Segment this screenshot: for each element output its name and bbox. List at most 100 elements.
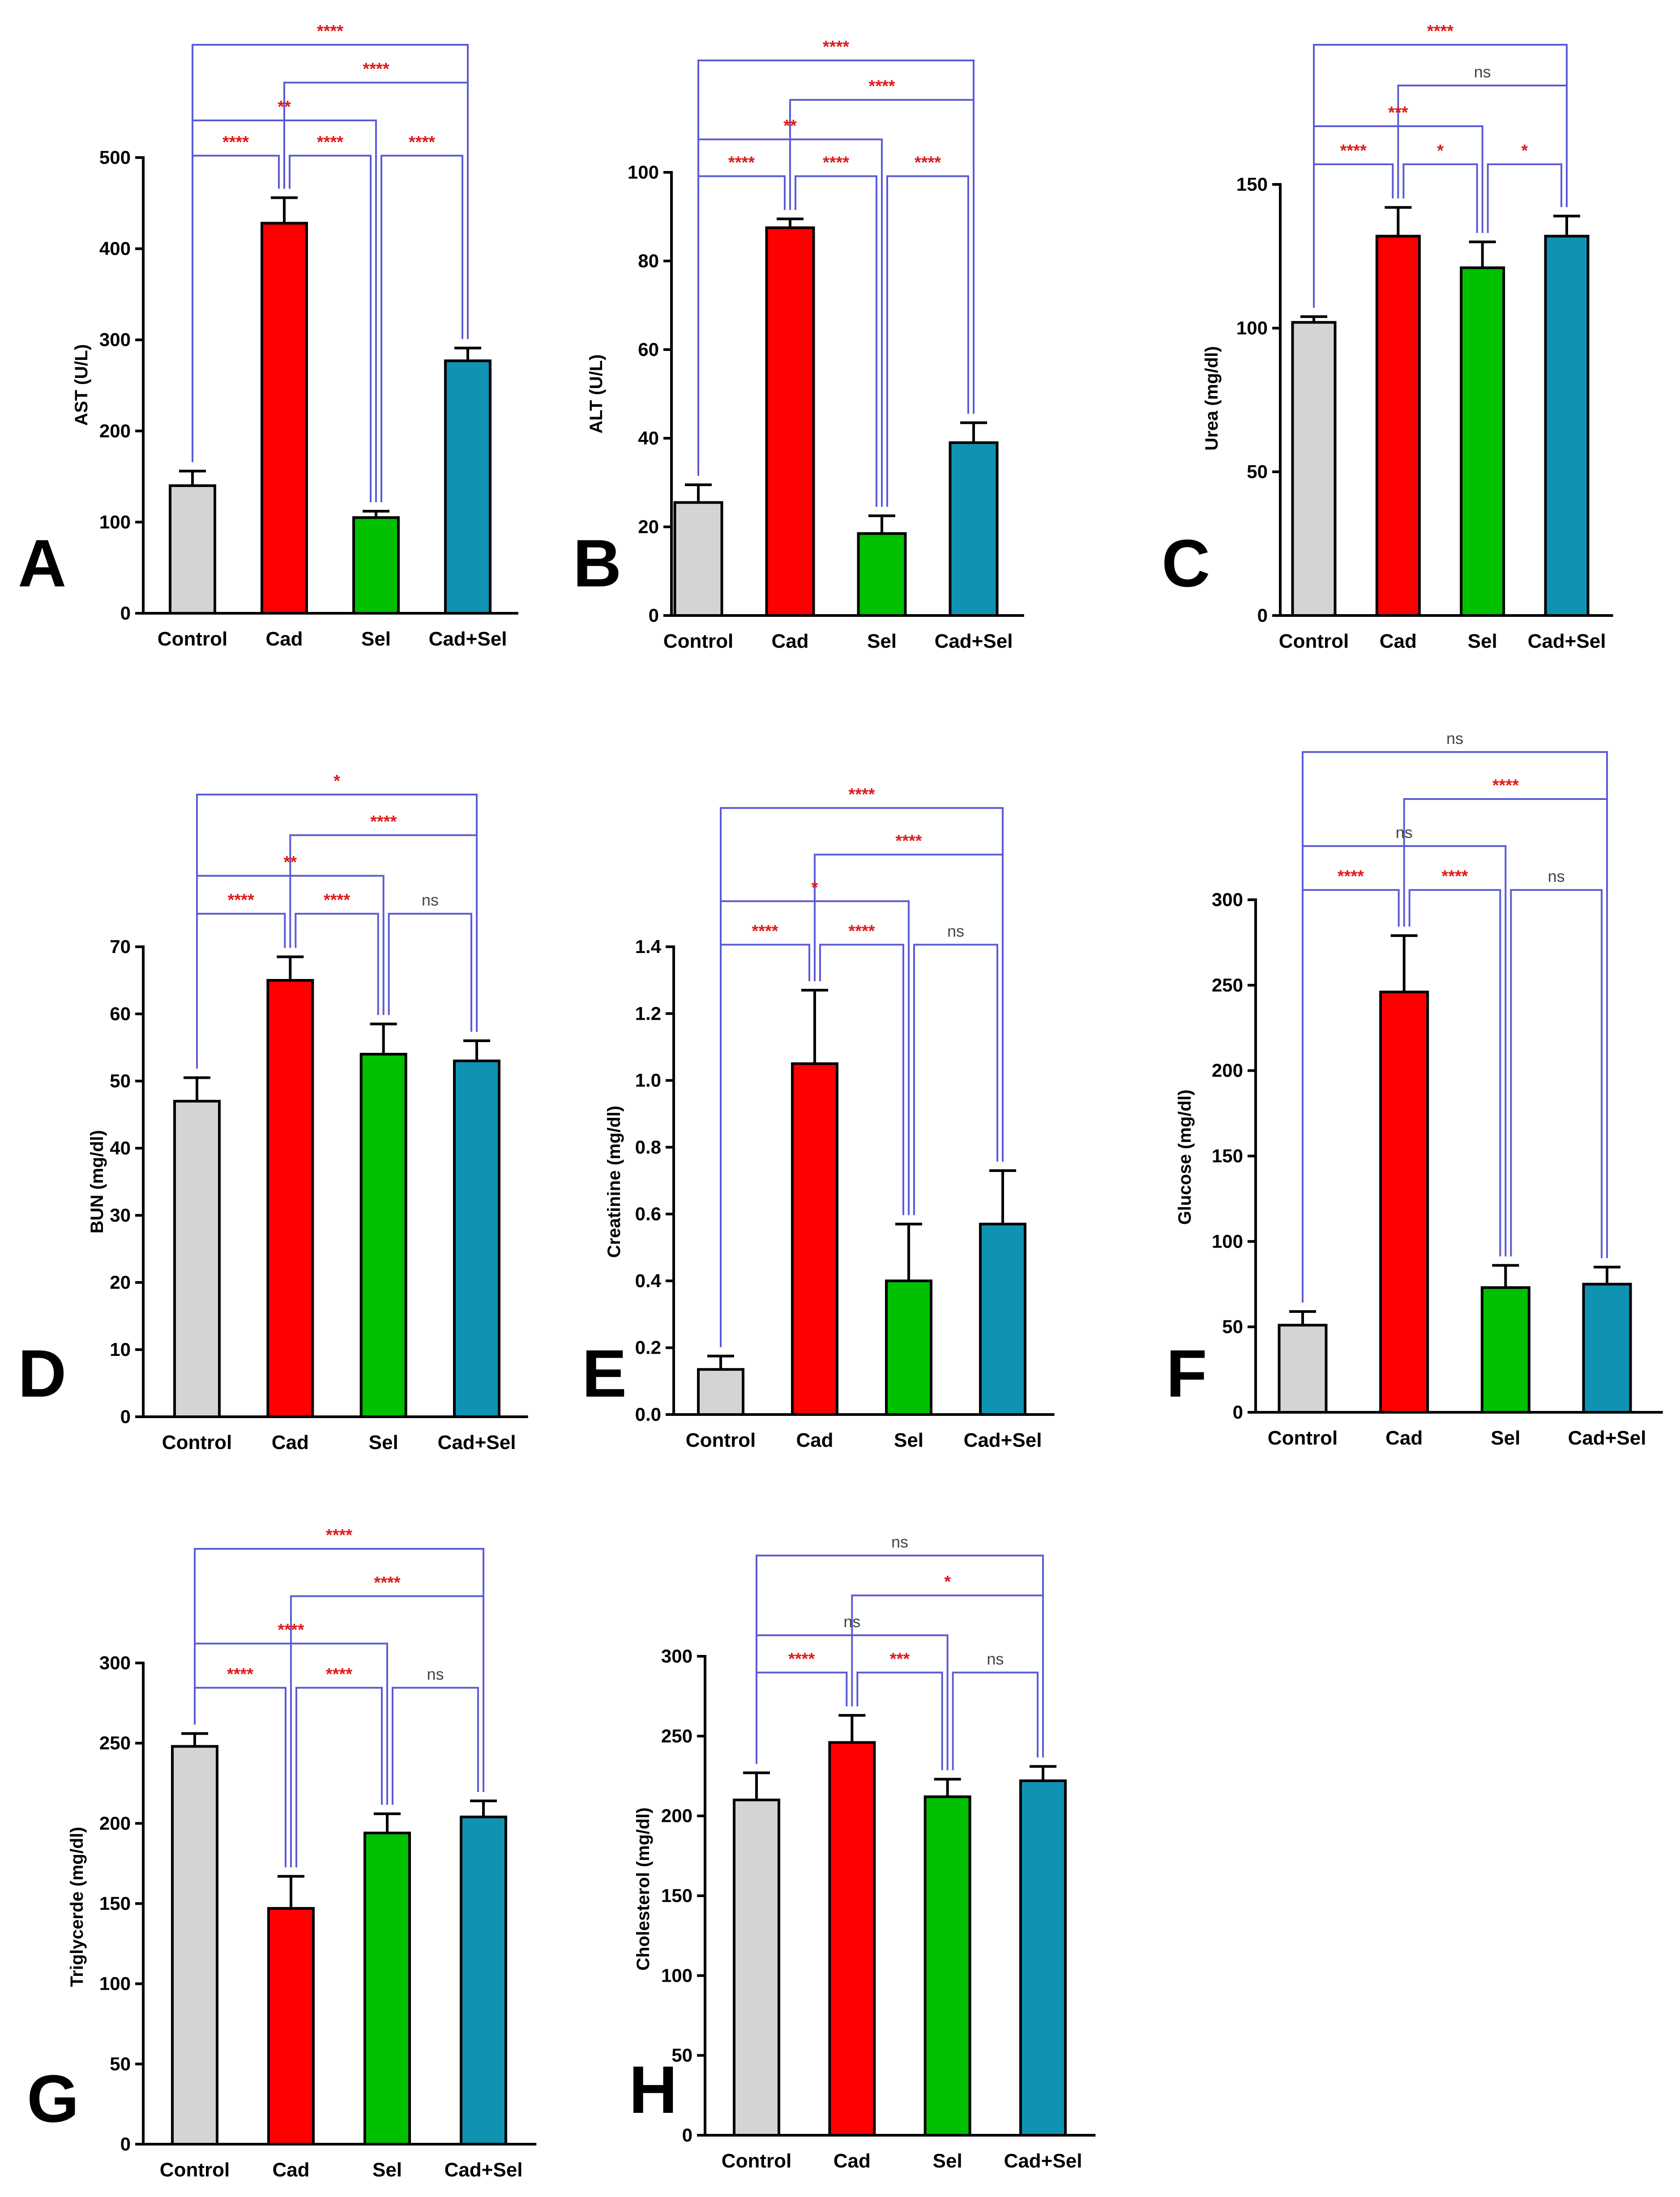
significance-bracket <box>720 807 1004 1347</box>
bar-sel <box>857 532 907 617</box>
y-tick-label: 10 <box>110 1339 131 1360</box>
significance-bracket <box>192 154 280 462</box>
x-tick-label: Control <box>162 1432 232 1453</box>
significance-label: * <box>812 878 818 897</box>
significance-bracket <box>952 1671 1039 1770</box>
significance-bracket <box>1408 889 1501 1257</box>
x-tick-label: Cad+Sel <box>429 628 507 650</box>
x-tick-label: Control <box>1268 1427 1338 1449</box>
y-tick-label: 1.0 <box>635 1070 661 1091</box>
chart-panel-D: 0 10 20 30 40 50 60 70 BUN (mg/dl) D Control Cad Sel… <box>18 772 528 1453</box>
chart-panel-B: 0 20 40 60 80 100 ALT (U/L) B Control Cad Sel Cad+S… <box>573 38 1024 652</box>
x-tick-label: Cad <box>272 1432 309 1453</box>
y-tick-label: 200 <box>661 1805 693 1826</box>
y-tick-label: 150 <box>99 1893 131 1914</box>
bar-sel <box>1480 1286 1530 1414</box>
significance-label: ns <box>843 1612 860 1631</box>
y-tick-label: 100 <box>1212 1231 1243 1252</box>
y-tick-label: 0 <box>1233 1402 1243 1423</box>
significance-label: * <box>1437 141 1444 160</box>
significance-label: **** <box>752 922 778 940</box>
x-tick-label: Control <box>158 628 227 650</box>
significance-bracket <box>289 154 372 502</box>
significance-bracket <box>290 1595 484 1868</box>
significance-label: ** <box>284 853 297 872</box>
significance-label: ns <box>1548 867 1565 885</box>
significance-label: **** <box>222 133 249 152</box>
panel-letter: A <box>18 526 66 601</box>
bar-cad <box>261 222 308 615</box>
chart-panel-C: 0 50 100 150 Urea (mg/dl) C Control Cad Sel Cad+S… <box>1162 22 1613 652</box>
y-tick-label: 70 <box>110 936 131 957</box>
y-tick-label: 1.4 <box>635 936 662 957</box>
significance-bracket <box>913 944 998 1215</box>
significance-label: ** <box>783 116 797 135</box>
bar-cad-sel <box>949 441 999 617</box>
significance-label: * <box>1521 141 1528 160</box>
significance-label: **** <box>868 77 895 96</box>
chart-panel-E: 0.0 0.2 0.4 0.6 0.8 1.0 1.2 1.4 Creatinine (mg/d… <box>582 785 1055 1451</box>
panel-letter: F <box>1166 1336 1207 1411</box>
bar-cad <box>267 1907 315 2146</box>
y-tick-label: 60 <box>110 1003 131 1024</box>
x-tick-label: Cad <box>796 1429 833 1451</box>
y-tick-label: 0 <box>682 2124 693 2146</box>
significance-bracket <box>1510 889 1603 1258</box>
significance-bracket <box>814 854 1004 1162</box>
x-tick-label: Cad+Sel <box>964 1429 1042 1451</box>
significance-label: **** <box>326 1526 352 1545</box>
y-axis-label: Creatinine (mg/dl) <box>604 1106 624 1258</box>
y-tick-label: 150 <box>1236 174 1268 195</box>
x-tick-label: Sel <box>867 630 897 652</box>
bar-cad-sel <box>1582 1282 1632 1414</box>
y-axis-label: Triglycerde (mg/dl) <box>67 1827 87 1987</box>
panel-letter: C <box>1162 526 1210 601</box>
y-tick-label: 50 <box>671 2045 693 2066</box>
x-tick-label: Sel <box>894 1429 923 1451</box>
significance-bracket <box>380 154 463 502</box>
x-tick-label: Cad <box>771 630 808 652</box>
bar-sel <box>885 1279 932 1416</box>
y-tick-label: 300 <box>99 1652 131 1673</box>
significance-label: **** <box>728 154 755 172</box>
significance-label: *** <box>890 1650 910 1668</box>
y-tick-label: 0.8 <box>635 1137 661 1158</box>
y-axis-label: AST (U/L) <box>72 344 91 426</box>
x-tick-label: Sel <box>1468 630 1497 652</box>
x-tick-label: Cad+Sel <box>438 1432 516 1453</box>
significance-label: **** <box>227 1665 253 1684</box>
bar-cad <box>1375 235 1421 617</box>
significance-bracket <box>392 1687 479 1805</box>
y-tick-label: 300 <box>1212 889 1243 910</box>
x-tick-label: Control <box>160 2159 230 2181</box>
y-tick-label: 500 <box>99 147 131 168</box>
y-tick-label: 400 <box>99 238 131 259</box>
significance-label: **** <box>1492 776 1519 795</box>
bar-sel <box>352 516 400 615</box>
y-tick-label: 30 <box>110 1205 131 1226</box>
significance-label: * <box>944 1573 951 1591</box>
significance-bracket <box>1402 163 1478 233</box>
y-tick-label: 200 <box>99 1812 131 1834</box>
y-tick-label: 0 <box>120 603 131 624</box>
x-tick-label: Sel <box>1491 1427 1520 1449</box>
x-tick-label: Cad+Sel <box>1568 1427 1646 1449</box>
panel-letter: D <box>18 1336 66 1411</box>
bar-cad-sel <box>460 1816 507 2146</box>
significance-label: ** <box>278 98 291 116</box>
bar-cad <box>828 1741 876 2137</box>
y-tick-label: 0.0 <box>635 1404 661 1425</box>
significance-label: **** <box>370 812 397 831</box>
significance-label: *** <box>1388 103 1408 122</box>
significance-label: ns <box>1474 63 1491 81</box>
significance-label: **** <box>317 133 343 152</box>
bar-cad <box>765 226 815 617</box>
chart-panel-H: 0 50 100 150 200 250 300 Cholesterol (mg/dl) H Co… <box>629 1533 1096 2172</box>
significance-label: ns <box>891 1533 908 1551</box>
y-tick-label: 250 <box>1212 975 1243 996</box>
bar-sel <box>1460 266 1505 617</box>
y-tick-label: 20 <box>638 516 659 537</box>
chart-panel-G: 0 50 100 150 200 250 300 Triglycerde (mg/dl) G Co… <box>27 1526 537 2181</box>
significance-label: **** <box>848 922 875 940</box>
significance-bracket <box>1397 85 1568 207</box>
